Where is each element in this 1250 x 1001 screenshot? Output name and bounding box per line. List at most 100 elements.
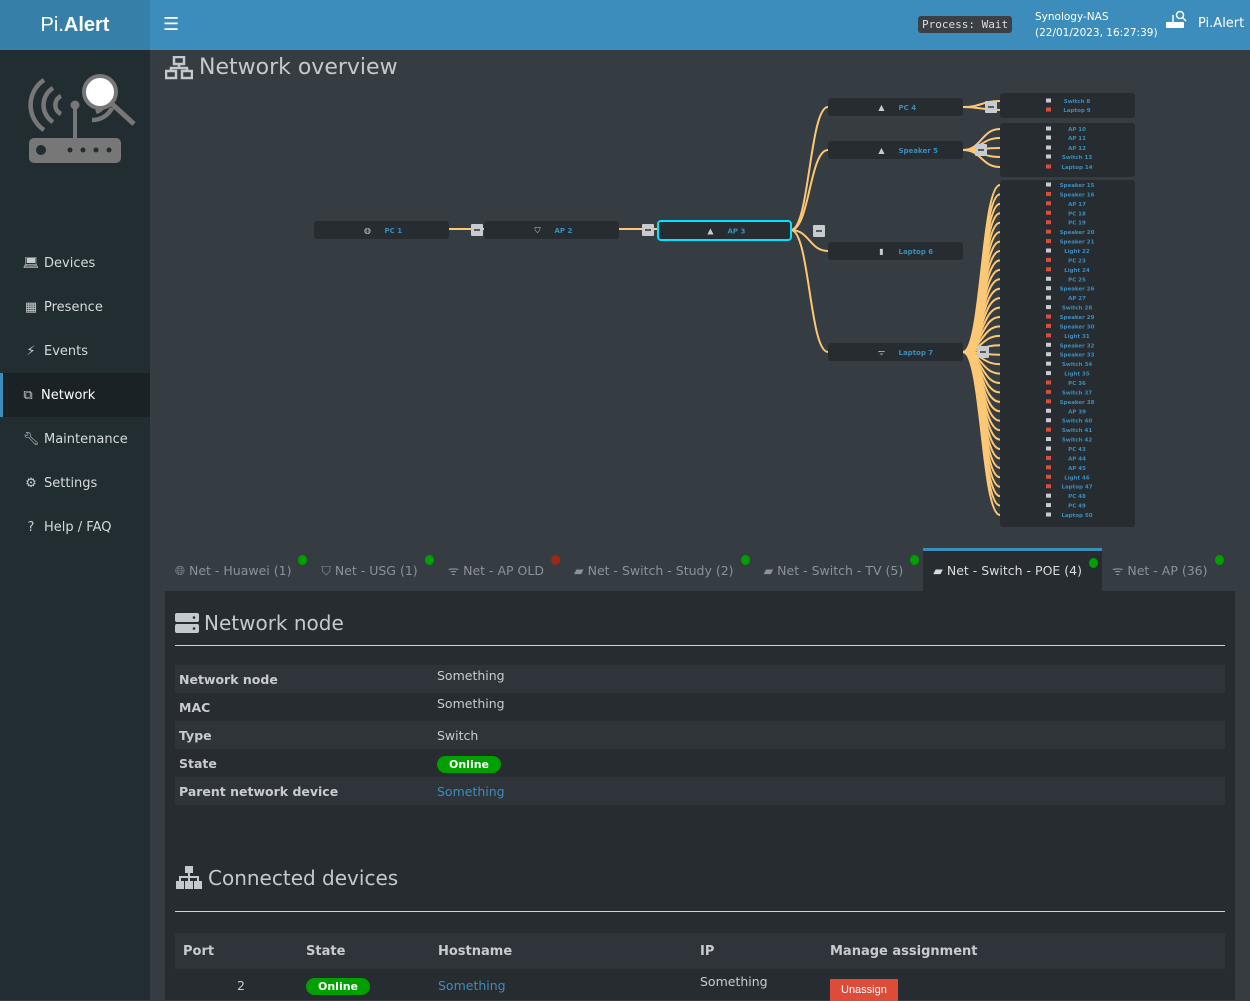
leaf-label[interactable]: Switch 28 [1062,306,1092,312]
tree-node-label[interactable]: AP 3 [728,228,746,236]
leaf-label[interactable]: AP 11 [1068,136,1086,142]
leaf-label[interactable]: Speaker 16 [1060,192,1095,198]
tree-node-label[interactable]: Laptop 6 [899,248,934,256]
sidebar-item-devices[interactable]: 💻︎ Devices [0,241,150,285]
leaf-label[interactable]: PC 18 [1068,211,1086,217]
leaf-label[interactable]: Switch 41 [1062,428,1092,434]
tree-node-label[interactable]: PC 1 [385,227,403,235]
sidebar-item-help-faq[interactable]: ? Help / FAQ [0,505,150,549]
leaf-label[interactable]: Speaker 20 [1060,230,1095,236]
brand-logo[interactable]: Pi.Alert [0,0,150,50]
leaf-label[interactable]: Switch 37 [1062,390,1092,396]
tree-node[interactable] [657,220,792,241]
leaf-label[interactable]: PC 19 [1068,221,1086,227]
leaf-label[interactable]: Speaker 15 [1060,183,1095,189]
tree-node[interactable] [314,221,449,239]
sidebar-item-label: Devices [44,255,96,271]
leaf-label[interactable]: Laptop 9 [1063,108,1090,114]
leaf-label[interactable]: Light 35 [1064,372,1090,378]
node-panel: Network node Network node Something MAC Som… [165,591,1235,1001]
sidebar-item-settings[interactable]: ⚙ Settings [0,461,150,505]
leaf-label[interactable]: AP 39 [1068,409,1086,415]
leaf-label[interactable]: Switch 34 [1062,362,1092,368]
pialert-icon[interactable] [1165,10,1187,30]
sidebar-item-events[interactable]: ⚡︎ Events [0,329,150,373]
leaf-label[interactable]: AP 44 [1068,456,1086,462]
tab-0[interactable]: 🌐︎ Net - Huawei (1) [165,548,311,591]
tree-link [790,106,829,231]
detail-label: Network node [179,671,278,687]
col-hostname[interactable]: Hostname [438,943,513,959]
leaf-label[interactable]: PC 43 [1068,447,1086,453]
menu-toggle-icon[interactable]: ☰ [163,14,180,35]
leaf-label[interactable]: Switch 40 [1062,419,1092,425]
divider [175,645,1225,646]
leaf-label[interactable]: PC 25 [1068,277,1086,283]
leaf-label[interactable]: Switch 8 [1064,99,1091,105]
sidebar-item-network[interactable]: ⧉ Network [0,373,150,417]
tree-node[interactable] [828,98,963,116]
leaf-label[interactable]: Light 22 [1064,249,1090,255]
tree-node-label[interactable]: PC 4 [899,104,917,112]
tab-4[interactable]: ▰ Net - Switch - TV (5) [754,548,924,591]
hostname-link[interactable]: Something [438,977,506,993]
leaf-label[interactable]: PC 36 [1068,381,1086,387]
leaf-label[interactable]: Laptop 50 [1061,513,1092,519]
leaf-label[interactable]: Light 46 [1064,475,1090,481]
device-icon [1046,408,1051,413]
switch-icon: ▲ [707,227,714,236]
status-dot [550,555,560,565]
device-icon [1046,164,1051,169]
tree-node[interactable] [484,221,619,239]
leaf-label[interactable]: AP 27 [1068,296,1086,302]
tree-node-label[interactable]: AP 2 [555,227,573,235]
leaf-label[interactable]: PC 48 [1068,494,1086,500]
leaf-label[interactable]: Switch 42 [1062,438,1092,444]
tree-node-label[interactable]: Laptop 7 [899,349,934,357]
device-icon [1046,210,1051,215]
col-manage[interactable]: Manage assignment [830,943,978,959]
leaf-label[interactable]: AP 17 [1068,202,1086,208]
tree-node[interactable] [828,141,963,159]
tab-label: Net - Huawei (1) [189,563,292,578]
tab-1[interactable]: ⛉ Net - USG (1) [311,548,437,591]
unassign-button[interactable]: Unassign [830,979,898,1001]
leaf-label[interactable]: PC 23 [1068,258,1086,264]
leaf-label[interactable]: Speaker 30 [1060,324,1095,330]
tab-6[interactable]: ᯤ Net - AP (36) [1102,548,1228,591]
leaf-label[interactable]: Light 24 [1064,268,1090,274]
col-port[interactable]: Port [183,943,215,959]
leaf-label[interactable]: Speaker 33 [1060,353,1095,359]
col-ip[interactable]: IP [700,943,715,959]
leaf-label[interactable]: Speaker 29 [1060,315,1095,321]
leaf-label[interactable]: AP 45 [1068,466,1086,472]
leaf-label[interactable]: Switch 13 [1062,155,1092,161]
leaf-label[interactable]: Laptop 14 [1061,165,1092,171]
device-icon [1046,352,1051,357]
sidebar-item-maintenance[interactable]: 🔧︎ Maintenance [0,417,150,461]
leaf-label[interactable]: Light 31 [1064,334,1090,340]
leaf-label[interactable]: AP 10 [1068,127,1086,133]
leaf-group [1000,93,1135,118]
leaf-label[interactable]: Speaker 38 [1060,400,1095,406]
globe-icon: 🌐︎ [175,563,186,578]
detail-value[interactable]: Something [437,783,505,799]
leaf-label[interactable]: Speaker 32 [1060,343,1095,349]
tree-node[interactable] [828,343,963,361]
leaf-label[interactable]: Laptop 47 [1061,485,1092,491]
tree-node-label[interactable]: Speaker 5 [899,147,939,155]
user-menu[interactable]: Pi.Alert [1198,16,1245,31]
sidebar-item-presence[interactable]: ▦ Presence [0,285,150,329]
leaf-label[interactable]: Speaker 26 [1060,287,1095,293]
tab-3[interactable]: ▰ Net - Switch - Study (2) [564,548,754,591]
leaf-label[interactable]: AP 12 [1068,146,1086,152]
device-icon [1046,427,1051,432]
leaf-label[interactable]: PC 49 [1068,504,1086,510]
device-icon [1046,267,1051,272]
detail-row: MAC Something [175,693,1225,721]
tab-2[interactable]: ᯤ Net - AP OLD [438,548,564,591]
tree-node[interactable] [828,242,963,260]
col-state[interactable]: State [306,943,346,959]
tab-5[interactable]: ▰ Net - Switch - POE (4) [923,548,1102,591]
leaf-label[interactable]: Speaker 21 [1060,240,1095,246]
